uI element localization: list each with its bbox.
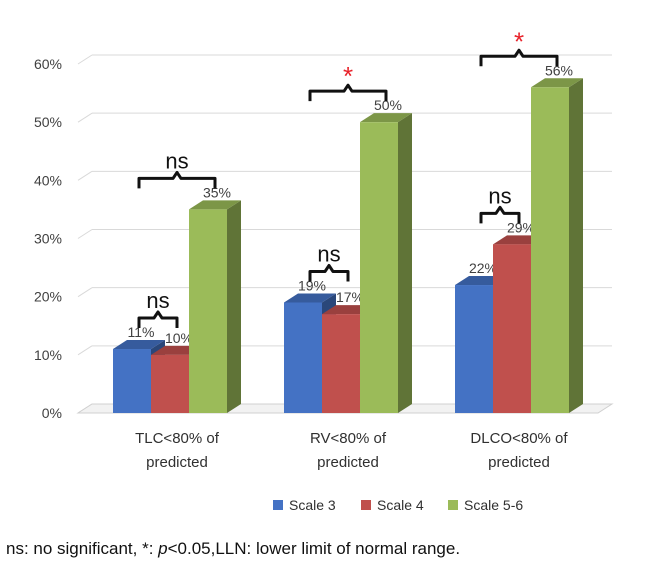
footnote-prefix: ns: no significant, *:: [6, 539, 159, 558]
bar-top: [113, 340, 165, 350]
bar: [455, 285, 493, 413]
category-label: RV<80% of: [310, 430, 387, 447]
legend-label: Scale 3: [289, 497, 336, 513]
bar: [360, 122, 398, 414]
category-label: predicted: [146, 454, 208, 471]
significance-ns: ns: [165, 148, 188, 173]
bar-side: [398, 113, 412, 414]
category-label: DLCO<80% of: [470, 430, 568, 447]
y-tick-label: 60%: [34, 56, 62, 72]
significance-star: *: [514, 26, 524, 56]
significance-bracket: [137, 310, 179, 329]
bar: [113, 349, 151, 413]
legend-swatch: [448, 500, 458, 510]
significance-bracket: [479, 205, 521, 224]
bar-top: [360, 113, 412, 123]
significance-bracket: [479, 48, 559, 67]
footnote: ns: no significant, *: p<0.05,LLN: lower…: [6, 539, 460, 559]
bar: [531, 87, 569, 414]
bar-top: [531, 78, 583, 88]
data-label: 56%: [545, 62, 573, 78]
y-tick-label: 50%: [34, 114, 62, 130]
data-label: 19%: [298, 277, 326, 293]
gridline-diagonal: [77, 170, 93, 181]
data-label: 10%: [165, 330, 193, 346]
y-tick-label: 20%: [34, 289, 62, 305]
bar-side: [227, 200, 241, 413]
significance-ns: ns: [146, 288, 169, 313]
y-tick-label: 30%: [34, 231, 62, 247]
bar: [189, 209, 227, 413]
gridline-diagonal: [77, 54, 93, 65]
bar-top: [189, 200, 241, 210]
category-label: predicted: [488, 454, 550, 471]
bar: [151, 354, 189, 413]
bar: [322, 314, 360, 413]
gridline-diagonal: [77, 287, 93, 298]
y-tick-label: 10%: [34, 347, 62, 363]
data-label: 50%: [374, 97, 402, 113]
data-label: 17%: [336, 289, 364, 305]
significance-star: *: [343, 61, 353, 91]
footnote-italic: p: [158, 539, 168, 558]
data-label: 11%: [128, 324, 155, 340]
legend-swatch: [273, 500, 283, 510]
gridline-diagonal: [77, 112, 93, 123]
data-label: 29%: [507, 219, 535, 235]
significance-bracket: [137, 170, 217, 189]
category-label: predicted: [317, 454, 379, 471]
bar-chart: 0% 10% 20% 30% 40% 50% 60% 11% 10% 35% TLC<80% of p…: [34, 26, 614, 513]
bar: [493, 244, 531, 413]
category-label: TLC<80% of: [135, 430, 220, 447]
bar-side: [569, 78, 583, 414]
data-label: 22%: [469, 260, 497, 276]
legend-label: Scale 5-6: [464, 497, 523, 513]
gridline-diagonal: [77, 229, 93, 239]
significance-ns: ns: [488, 183, 511, 208]
bar-top: [284, 293, 336, 303]
bar: [284, 302, 322, 413]
significance-bracket: [308, 263, 350, 282]
significance-bracket: [308, 83, 388, 102]
significance-ns: ns: [317, 241, 340, 266]
footnote-suffix: <0.05,LLN: lower limit of normal range.: [167, 539, 461, 558]
legend-label: Scale 4: [377, 497, 424, 513]
legend-swatch: [361, 500, 371, 510]
y-tick-label: 40%: [34, 172, 62, 188]
data-label: 35%: [203, 184, 231, 200]
gridline-diagonal: [77, 345, 93, 356]
y-tick-label: 0%: [42, 405, 62, 421]
